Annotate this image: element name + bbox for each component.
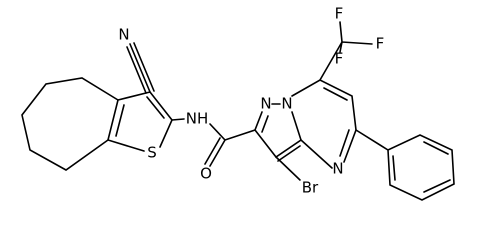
bond [355,129,455,201]
atom-label: S [147,144,157,162]
atom-label: F [335,5,344,23]
bond [171,118,256,167]
bond [21,77,119,171]
atom-label: N [118,26,129,44]
bonds [21,21,455,201]
page: {"atoms": [ {"label": "N"}, {"label": "S… [21,4,455,201]
atom-labels: N S NH O N N N Br F F F [118,5,384,197]
bond [319,21,373,81]
atom-label: Br [302,179,319,197]
atom-label: O [200,165,212,183]
atom-label: N [332,160,343,178]
atom-label: N [281,95,292,113]
molecule-diagram: N S NH O N N N Br F F F [21,5,455,201]
bond [115,96,165,137]
bond [126,42,155,94]
bond [291,79,357,169]
atom-label: F [335,50,344,68]
bond [107,91,173,152]
atom-label: N [260,95,271,113]
atom-label: NH [186,110,209,128]
bond [275,156,301,181]
atom-label: F [376,35,385,53]
bond [254,103,302,162]
